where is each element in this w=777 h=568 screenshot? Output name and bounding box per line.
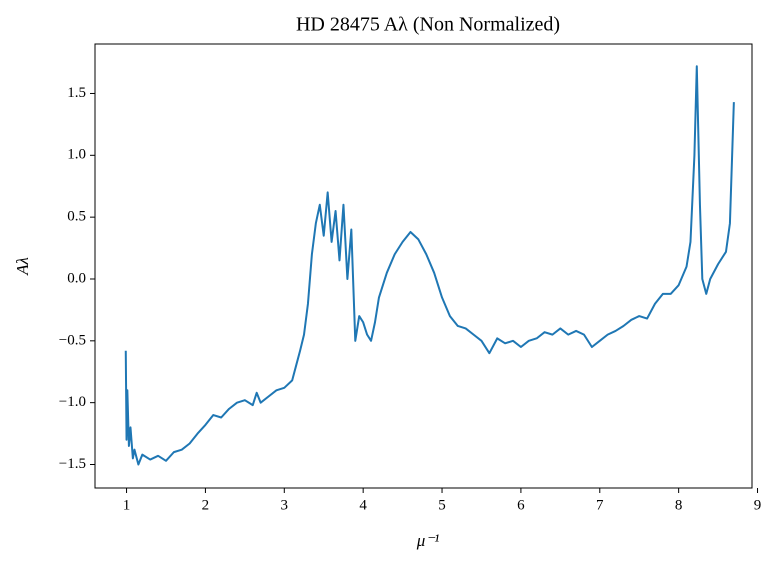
x-tick-label: 4 (359, 497, 367, 513)
y-tick-label: 0.0 (67, 270, 86, 286)
x-tick-label: 7 (596, 497, 604, 513)
x-tick-label: 1 (123, 497, 131, 513)
y-tick-label: 1.0 (67, 147, 86, 163)
chart-title: HD 28475 Aλ (Non Normalized) (296, 14, 560, 36)
y-tick-label: 0.5 (67, 209, 86, 225)
x-tick-label: 3 (281, 497, 289, 513)
x-tick-label: 9 (754, 497, 762, 513)
y-tick-label: −1.5 (59, 456, 86, 472)
y-tick-label: 1.5 (67, 85, 86, 101)
x-axis-label: μ⁻¹ (416, 531, 440, 550)
y-tick-label: −1.0 (59, 394, 86, 410)
plot-frame (94, 43, 753, 489)
x-tick-label: 5 (438, 497, 446, 513)
x-tick-label: 8 (675, 497, 683, 513)
x-tick-label: 2 (202, 497, 210, 513)
y-axis-label: Aλ (13, 257, 32, 276)
x-tick-label: 6 (517, 497, 525, 513)
data-line (124, 65, 735, 466)
y-tick-label: −0.5 (59, 332, 86, 348)
